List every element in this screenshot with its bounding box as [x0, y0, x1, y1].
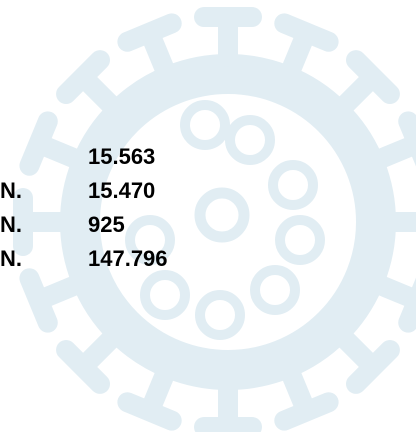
- virus-cell: [200, 295, 240, 335]
- spike-stem: [87, 339, 112, 364]
- virus-icon: [23, 17, 416, 427]
- virus-cell: [273, 165, 313, 205]
- spike-stem: [345, 81, 370, 106]
- virus-spike: [393, 198, 416, 246]
- spike-stem: [380, 145, 412, 158]
- spike-stem: [151, 374, 164, 406]
- row-value: 147.796: [88, 246, 168, 271]
- row-value: 15.470: [88, 178, 155, 203]
- spike-stem: [380, 285, 412, 298]
- row-label: N.: [0, 212, 22, 237]
- virus-cell: [185, 105, 225, 145]
- page: {"rows": [ {"value": "15.563"}, {"label"…: [0, 0, 416, 432]
- spike-stem: [87, 81, 112, 106]
- virus-cell: [255, 270, 295, 310]
- row-value: 925: [88, 212, 125, 237]
- virus-cell: [230, 120, 270, 160]
- spike-cap: [408, 278, 416, 322]
- virus-spike: [204, 17, 252, 57]
- spike-stem: [151, 37, 164, 69]
- row-label: N.: [0, 178, 22, 203]
- spike-stem: [43, 285, 75, 298]
- spike-stem: [291, 374, 304, 406]
- row-label: N.: [0, 246, 22, 271]
- spike-cap: [127, 402, 171, 420]
- spike-stem: [345, 339, 370, 364]
- spike-cap: [284, 23, 328, 41]
- spike-cap: [127, 23, 171, 41]
- spike-cap: [29, 121, 47, 165]
- spike-cap: [284, 402, 328, 420]
- virus-cell: [145, 275, 185, 315]
- virus-spike: [23, 198, 63, 246]
- virus-spike: [204, 387, 252, 427]
- spike-stem: [43, 145, 75, 158]
- spike-stem: [291, 37, 304, 69]
- spike-cap: [408, 121, 416, 165]
- virus-cell: [200, 193, 244, 237]
- row-value: 15.563: [88, 144, 155, 169]
- spike-cap: [29, 278, 47, 322]
- virus-cell: [280, 220, 320, 260]
- virus-infographic: 15.563 N. 15.470 N. 925 N. 147.796: [0, 0, 416, 432]
